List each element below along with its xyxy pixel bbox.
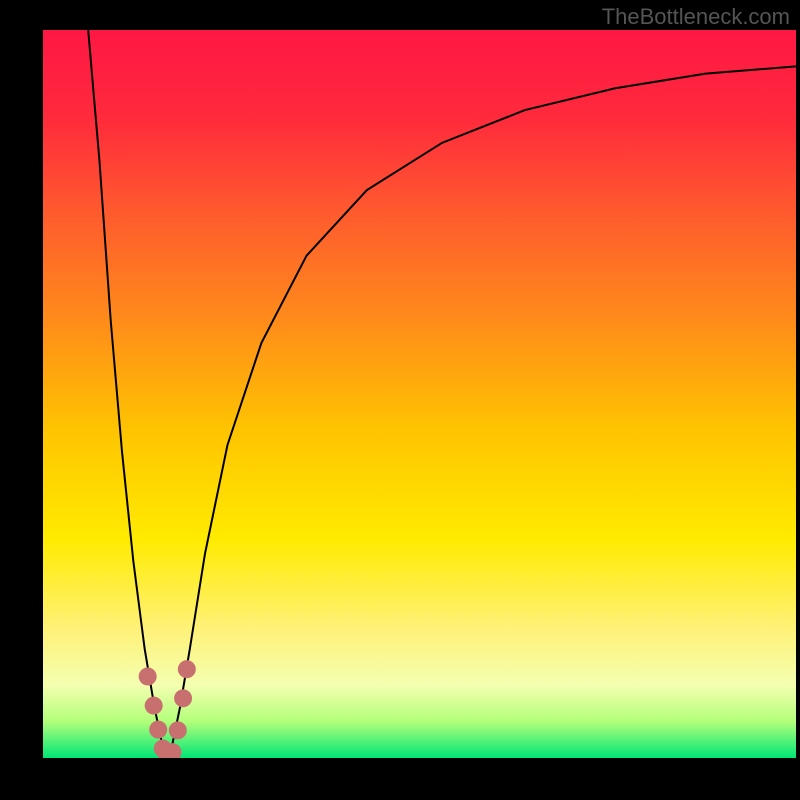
- curve-marker: [145, 697, 163, 715]
- curve-marker: [139, 667, 157, 685]
- curve-layer: [43, 30, 796, 758]
- markers-group: [139, 660, 196, 758]
- curve-marker: [149, 721, 167, 739]
- curve-marker: [178, 660, 196, 678]
- plot-area: [43, 30, 796, 758]
- watermark-text: TheBottleneck.com: [602, 4, 790, 30]
- curve-marker: [169, 721, 187, 739]
- curve-marker: [174, 689, 192, 707]
- bottleneck-curve: [88, 30, 796, 758]
